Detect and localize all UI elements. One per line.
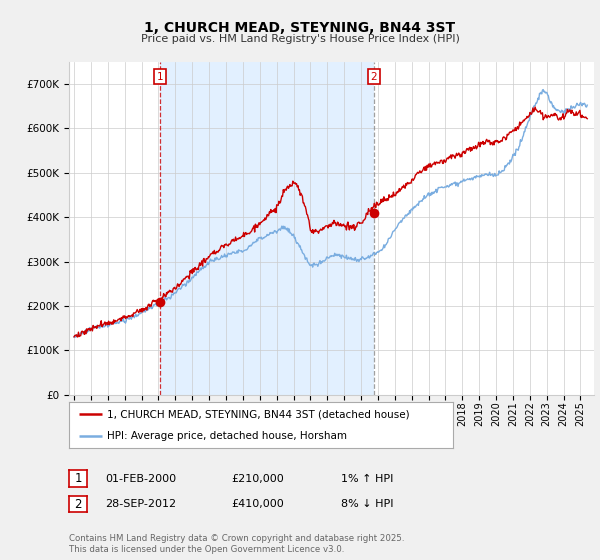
Text: Price paid vs. HM Land Registry's House Price Index (HPI): Price paid vs. HM Land Registry's House …	[140, 34, 460, 44]
Text: £210,000: £210,000	[231, 474, 284, 484]
Text: 8% ↓ HPI: 8% ↓ HPI	[341, 499, 394, 509]
Text: 1: 1	[157, 72, 163, 82]
Text: £410,000: £410,000	[231, 499, 284, 509]
Text: 28-SEP-2012: 28-SEP-2012	[105, 499, 176, 509]
Bar	[160, 62, 374, 395]
Text: Contains HM Land Registry data © Crown copyright and database right 2025.
This d: Contains HM Land Registry data © Crown c…	[69, 534, 404, 554]
Text: HPI: Average price, detached house, Horsham: HPI: Average price, detached house, Hors…	[107, 431, 347, 441]
Text: 2: 2	[74, 497, 82, 511]
Text: 1: 1	[74, 472, 82, 486]
Text: 01-FEB-2000: 01-FEB-2000	[105, 474, 176, 484]
Text: 1, CHURCH MEAD, STEYNING, BN44 3ST (detached house): 1, CHURCH MEAD, STEYNING, BN44 3ST (deta…	[107, 409, 410, 419]
Text: 1% ↑ HPI: 1% ↑ HPI	[341, 474, 393, 484]
Text: 1, CHURCH MEAD, STEYNING, BN44 3ST: 1, CHURCH MEAD, STEYNING, BN44 3ST	[145, 21, 455, 35]
Text: 2: 2	[370, 72, 377, 82]
